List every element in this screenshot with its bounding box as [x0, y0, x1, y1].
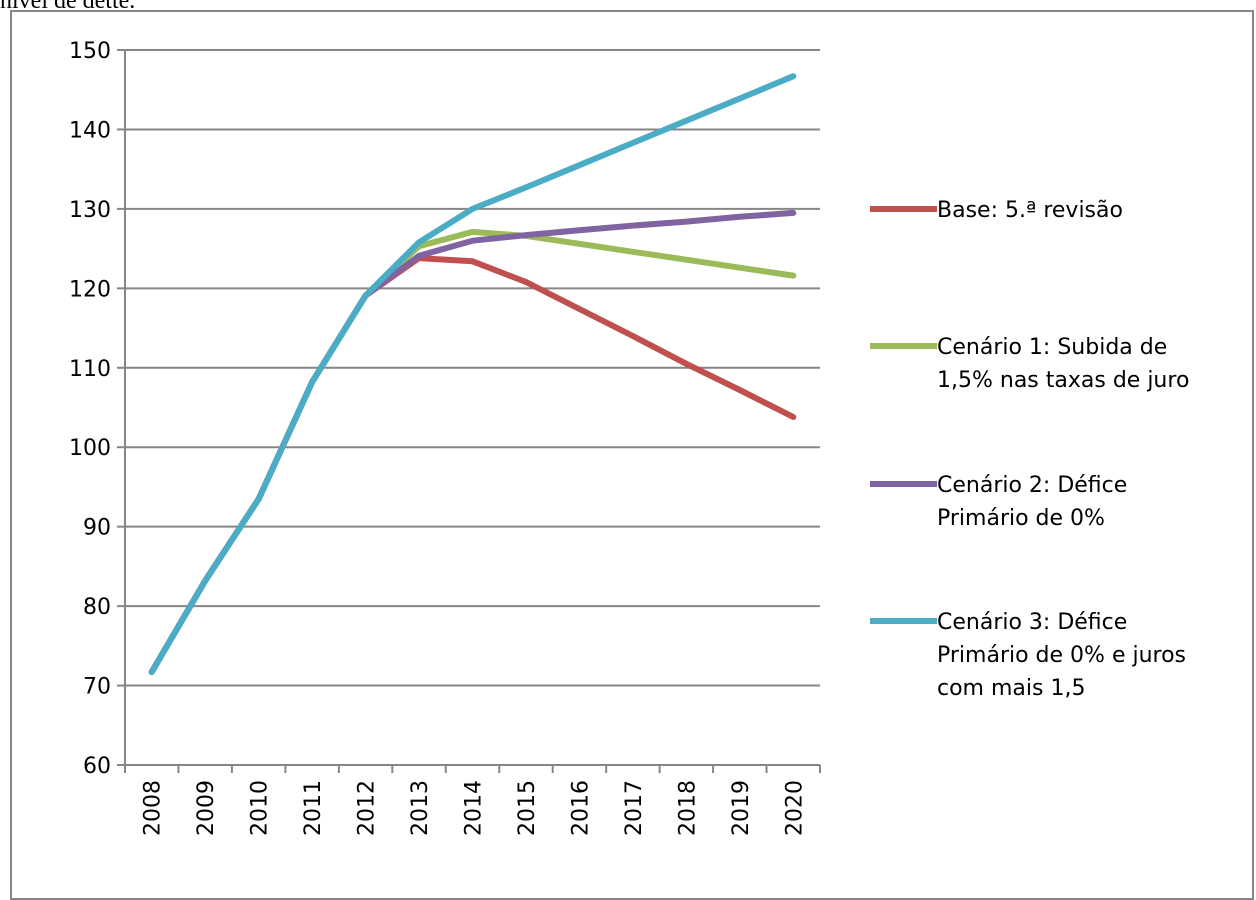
x-tick-labels: 2008 2009 2010 2011 2012 2013 2014 2015 2016 2017… [141, 780, 808, 836]
y-tick-labels: 60 70 80 90 100 110 120 130 140 150 [69, 39, 111, 779]
legend-entry-2: Cenário 1: Subida de 1,5% nas taxas de ju… [870, 335, 1189, 393]
legend-entry-3: Cenário 2: Défice Primário de 0% [870, 473, 1127, 531]
y-tick-label: 70 [83, 675, 111, 700]
x-tick-label: 2008 [141, 780, 166, 836]
legend-label: Base: 5.ª revisão [937, 198, 1123, 223]
x-tick-label: 2015 [515, 780, 540, 836]
x-tick-label: 2017 [622, 780, 647, 836]
y-tick-label: 120 [69, 277, 111, 302]
legend: Base: 5.ª revisão Cenário 1: Subida de 1,5… [870, 198, 1189, 701]
legend-label: Cenário 1: Subida de [937, 335, 1167, 360]
y-tick-label: 60 [83, 754, 111, 779]
x-tick-label: 2020 [782, 780, 807, 836]
x-tick-label: 2016 [568, 780, 593, 836]
legend-label: Primário de 0% e juros [937, 643, 1186, 668]
x-tick-label: 2011 [301, 780, 326, 836]
y-tick-label: 130 [69, 198, 111, 223]
legend-entry-1: Base: 5.ª revisão [870, 198, 1123, 223]
y-tick-label: 80 [83, 595, 111, 620]
series-line-4 [148, 73, 797, 675]
series-line-1 [148, 255, 797, 675]
y-tick-label: 100 [69, 436, 111, 461]
x-tick-label: 2019 [729, 780, 754, 836]
x-tick-label: 2012 [355, 780, 380, 836]
x-tick-label: 2010 [248, 780, 273, 836]
x-tick-label: 2014 [462, 780, 487, 836]
legend-label: Cenário 3: Défice [937, 610, 1127, 635]
x-tick-label: 2018 [675, 780, 700, 836]
y-tick-label: 90 [83, 516, 111, 541]
y-tick-label: 150 [69, 39, 111, 64]
legend-entry-4: Cenário 3: Défice Primário de 0% e juros c… [870, 610, 1186, 701]
y-tick-label: 110 [69, 357, 111, 382]
grid-lines [125, 49, 820, 687]
series-lines [148, 73, 797, 675]
axes [117, 49, 821, 773]
chart-frame: 60 70 80 90 100 110 120 130 140 150 2008 2009 2010 2… [10, 10, 1254, 900]
y-tick-label: 140 [69, 118, 111, 143]
legend-label: Primário de 0% [937, 506, 1105, 531]
legend-label: Cenário 2: Défice [937, 473, 1127, 498]
series-line-3 [148, 209, 797, 675]
x-tick-label: 2009 [194, 780, 219, 836]
x-tick-label: 2013 [408, 780, 433, 836]
legend-label: com mais 1,5 [937, 676, 1085, 701]
legend-label: 1,5% nas taxas de juro [937, 368, 1189, 393]
